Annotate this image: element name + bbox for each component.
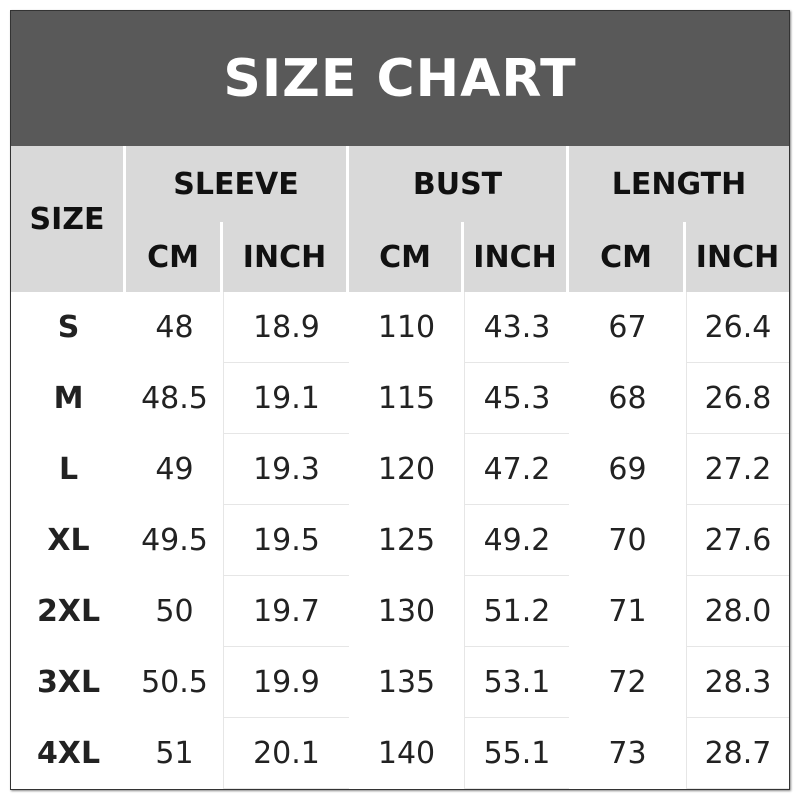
table-header: SIZE SLEEVE BUST LENGTH CM INCH CM INCH … xyxy=(11,146,789,292)
table-cell: 71 xyxy=(608,593,647,629)
table-cell: 72 xyxy=(608,664,647,700)
size-label: M xyxy=(53,380,84,416)
size-label: 4XL xyxy=(36,735,101,771)
header-unit: INCH xyxy=(464,222,569,292)
table-cell: 50 xyxy=(155,593,194,629)
table-cell: 19.9 xyxy=(223,647,349,718)
header-unit: INCH xyxy=(223,222,349,292)
table-cell: 28.7 xyxy=(686,718,789,789)
table-cell: 49 xyxy=(155,451,194,487)
table-cell: 51 xyxy=(155,735,194,771)
table-cell: 18.9 xyxy=(223,292,349,363)
table-cell: 125 xyxy=(377,522,436,558)
table-cell: 53.1 xyxy=(464,647,569,718)
table-cell: 140 xyxy=(377,735,436,771)
table-cell: 68 xyxy=(608,380,647,416)
size-label: 3XL xyxy=(36,664,101,700)
table-cell: 47.2 xyxy=(464,434,569,505)
size-chart: SIZE CHART SIZE SLEEVE BUST LENGTH CM IN… xyxy=(10,10,790,790)
table-cell: 27.6 xyxy=(686,505,789,576)
size-label: S xyxy=(57,309,80,345)
table-body: S 48 18.9 110 43.3 67 26.4 M 48.5 19.1 115 45.3 68 26… xyxy=(11,292,789,789)
table-cell: 49.2 xyxy=(464,505,569,576)
header-unit: CM xyxy=(569,222,686,292)
table-cell: 110 xyxy=(377,309,436,345)
size-label: 2XL xyxy=(36,593,101,629)
table-cell: 135 xyxy=(377,664,436,700)
table-cell: 28.0 xyxy=(686,576,789,647)
header-sleeve: SLEEVE xyxy=(126,146,349,222)
header-unit: CM xyxy=(126,222,223,292)
header-length: LENGTH xyxy=(569,146,789,222)
size-label: XL xyxy=(47,522,90,558)
header-bust: BUST xyxy=(349,146,569,222)
table-cell: 48 xyxy=(155,309,194,345)
table-cell: 55.1 xyxy=(464,718,569,789)
table-cell: 43.3 xyxy=(464,292,569,363)
table-cell: 69 xyxy=(608,451,647,487)
header-unit: CM xyxy=(349,222,464,292)
table-cell: 70 xyxy=(608,522,647,558)
table-cell: 115 xyxy=(377,380,436,416)
table-cell: 45.3 xyxy=(464,363,569,434)
table-cell: 73 xyxy=(608,735,647,771)
table-cell: 19.1 xyxy=(223,363,349,434)
table-cell: 26.4 xyxy=(686,292,789,363)
table-cell: 51.2 xyxy=(464,576,569,647)
table-cell: 67 xyxy=(608,309,647,345)
table-cell: 19.7 xyxy=(223,576,349,647)
chart-title: SIZE CHART xyxy=(11,11,789,146)
size-label: L xyxy=(58,451,79,487)
header-size: SIZE xyxy=(11,146,126,292)
table-cell: 120 xyxy=(377,451,436,487)
table-cell: 20.1 xyxy=(223,718,349,789)
header-unit: INCH xyxy=(686,222,789,292)
table-cell: 48.5 xyxy=(141,380,208,416)
table-cell: 19.3 xyxy=(223,434,349,505)
table-cell: 28.3 xyxy=(686,647,789,718)
table-cell: 27.2 xyxy=(686,434,789,505)
table-cell: 130 xyxy=(377,593,436,629)
table-cell: 49.5 xyxy=(141,522,208,558)
table-cell: 26.8 xyxy=(686,363,789,434)
table-cell: 50.5 xyxy=(141,664,208,700)
table-cell: 19.5 xyxy=(223,505,349,576)
